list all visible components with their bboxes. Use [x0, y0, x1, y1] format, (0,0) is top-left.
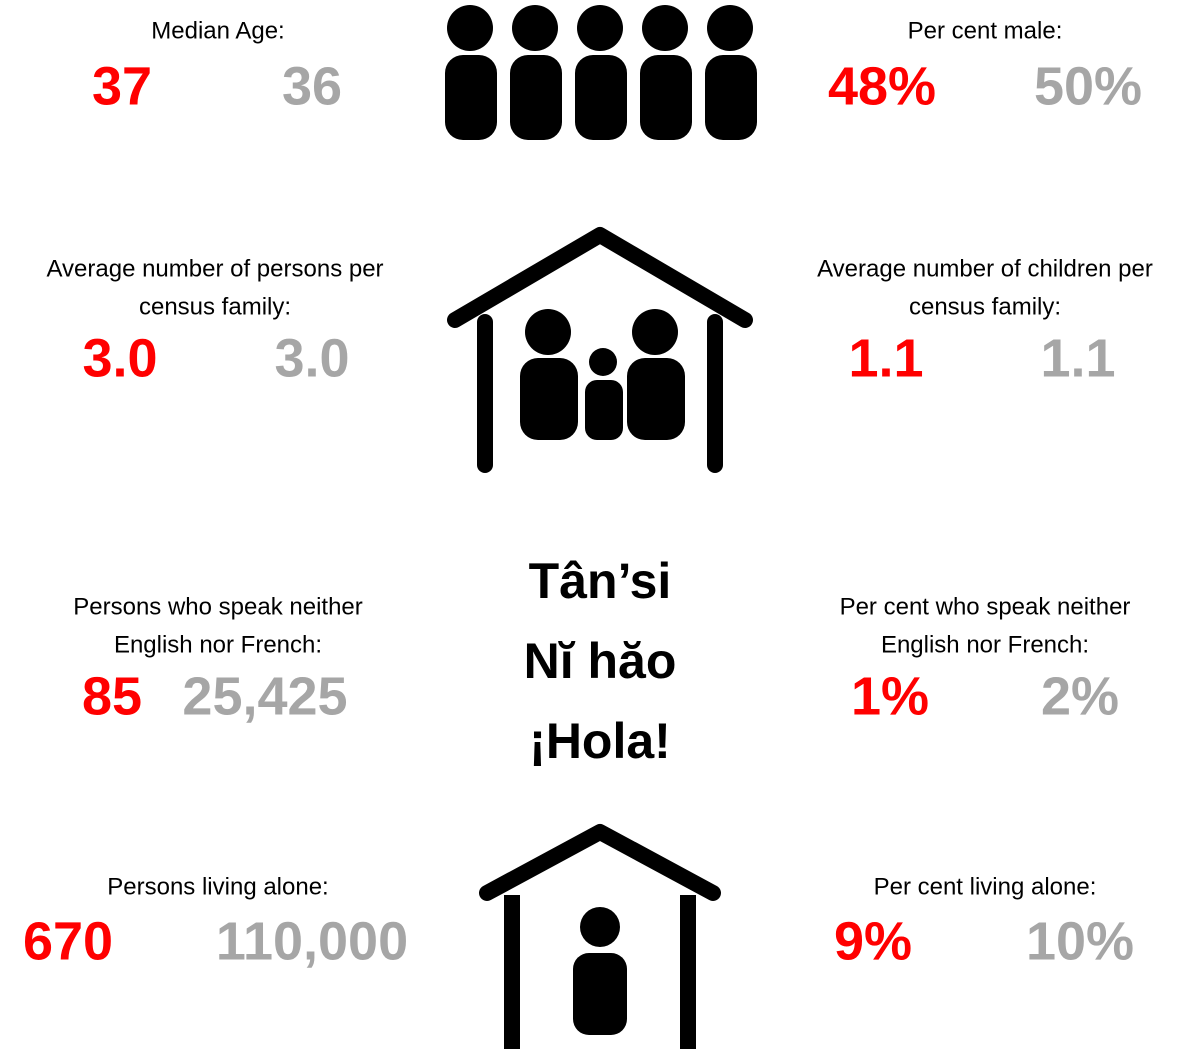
comparison-value: 3.0 — [274, 328, 349, 388]
comparison-value: 25,425 — [182, 666, 347, 726]
greeting: ¡Hola! — [529, 713, 671, 769]
local-value: 1% — [851, 666, 929, 726]
comparison-value: 2% — [1041, 666, 1119, 726]
local-value: 48% — [828, 56, 936, 116]
stat-label: Average number of persons per — [46, 255, 383, 282]
stat-label: Median Age: — [151, 17, 284, 44]
local-value: 85 — [82, 666, 142, 726]
single-house-icon — [479, 824, 721, 1049]
local-value: 3.0 — [82, 328, 157, 388]
comparison-value: 10% — [1026, 911, 1134, 971]
stat-label: English nor French: — [881, 631, 1089, 658]
stat-label: Persons living alone: — [107, 873, 328, 900]
stat-label: Average number of children per — [817, 255, 1153, 282]
stat-label: Per cent male: — [908, 17, 1063, 44]
comparison-value: 1.1 — [1040, 328, 1115, 388]
greeting: Nĭ hăo — [524, 633, 677, 689]
greeting: Tân’si — [529, 553, 672, 609]
comparison-value: 50% — [1034, 56, 1142, 116]
people-icon — [445, 5, 757, 140]
local-value: 670 — [23, 911, 113, 971]
comparison-value: 110,000 — [216, 911, 408, 971]
stat-label: Per cent living alone: — [874, 873, 1097, 900]
local-value: 1.1 — [848, 328, 923, 388]
family-house-icon — [447, 227, 753, 473]
stat-label: Per cent who speak neither — [840, 593, 1131, 620]
local-value: 37 — [92, 56, 152, 116]
stat-label: English nor French: — [114, 631, 322, 658]
stat-label: Persons who speak neither — [73, 593, 363, 620]
stat-label: census family: — [909, 293, 1061, 320]
stat-label: census family: — [139, 293, 291, 320]
comparison-value: 36 — [282, 56, 342, 116]
local-value: 9% — [834, 911, 912, 971]
